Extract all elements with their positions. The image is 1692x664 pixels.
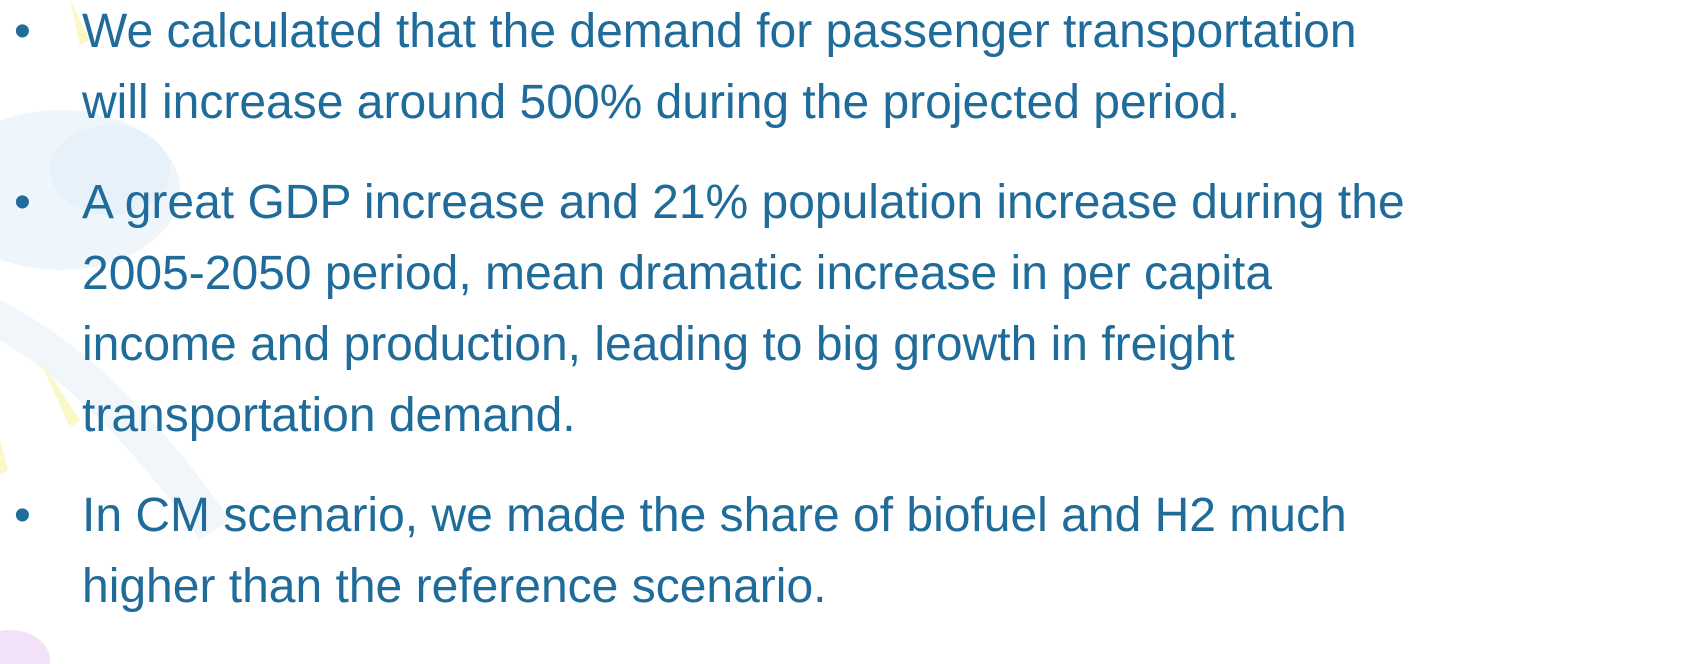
bullet-text: transportation demand.: [82, 389, 576, 442]
swirl: [0, 300, 230, 540]
bullet-item: • We calculated that the demand for pass…: [0, 0, 1692, 138]
bullet-text: We calculated that the demand for passen…: [82, 5, 1357, 58]
bullet-item: • In CM scenario, we made the share of b…: [0, 480, 1692, 622]
ray: [70, 0, 90, 45]
bullet-text: 2005-2050 period, mean dramatic increase…: [82, 247, 1273, 300]
bullet-text: In CM scenario, we made the share of bio…: [82, 489, 1347, 542]
ray: [40, 360, 80, 428]
bullet-dot: •: [14, 176, 31, 229]
bullet-text: income and production, leading to big gr…: [82, 318, 1235, 371]
swirl: [50, 125, 170, 215]
bullet-text: A great GDP increase and 21% population …: [82, 176, 1405, 229]
ray: [0, 440, 8, 475]
bullet-dot: •: [14, 5, 31, 58]
bullet-dot: •: [14, 489, 31, 542]
bullet-text: higher than the reference scenario.: [82, 560, 827, 613]
swirl: [0, 630, 50, 664]
bullet-text: will increase around 500% during the pro…: [82, 76, 1241, 129]
background-decoration: [0, 0, 230, 664]
bullet-item: • A great GDP increase and 21% populatio…: [0, 167, 1692, 451]
